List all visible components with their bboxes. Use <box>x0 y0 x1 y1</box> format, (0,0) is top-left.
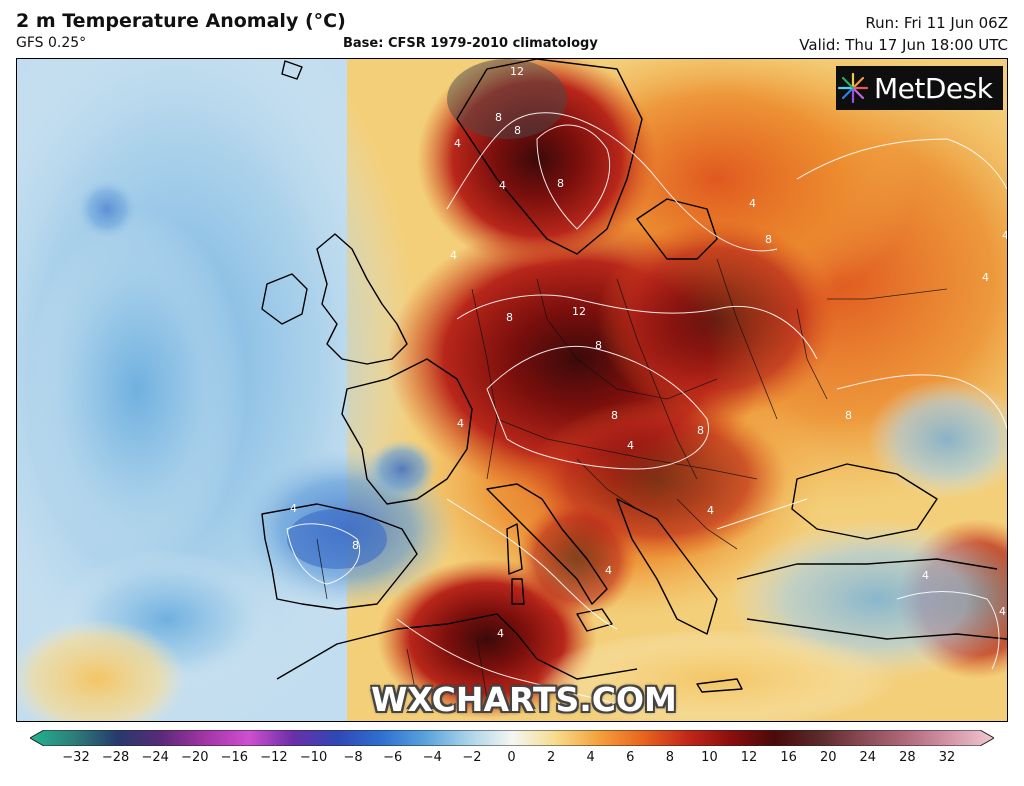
contour-label: 8 <box>475 701 482 714</box>
contour-label: 4 <box>290 502 297 515</box>
contour-label: 8 <box>611 409 618 422</box>
colorbar-tick-label: 32 <box>938 750 956 765</box>
contour-label: 8 <box>765 233 772 246</box>
colorbar-tick-label: 2 <box>546 750 556 765</box>
contour-label: 8 <box>352 539 359 552</box>
contour-label: 4 <box>627 439 634 452</box>
colorbar-ticks: −32 −28 −24 −20 −16 −12 −10 −8 −6 −4 −2 0 2 4 6 8 10 12 16… <box>0 750 1024 772</box>
wxcharts-watermark: WXCHARTS.COM <box>371 680 677 719</box>
colorbar-tick-label: −20 <box>181 750 209 765</box>
anomaly-map: 12884488128484448844844484844 <box>16 58 1008 722</box>
contour-label: 8 <box>595 339 602 352</box>
contour-label: 8 <box>697 424 704 437</box>
colorbar-tick-label: −32 <box>62 750 90 765</box>
contour-label: 4 <box>749 197 756 210</box>
contour-label: 8 <box>557 177 564 190</box>
colorbar-tick-label: −2 <box>462 750 482 765</box>
colorbar-tick-label: 16 <box>780 750 797 765</box>
colorbar-tick-label: −28 <box>101 750 130 765</box>
colorbar-tick-label: 8 <box>665 750 674 765</box>
chart-title: 2 m Temperature Anomaly (°C) <box>16 10 346 32</box>
contour-label: 12 <box>572 305 586 318</box>
colorbar-tick-label: −10 <box>299 750 328 765</box>
contour-label: 4 <box>922 569 929 582</box>
colorbar-tick-label: 4 <box>586 750 595 765</box>
contour-label: 8 <box>514 124 521 137</box>
colorbar-tick-label: −6 <box>383 750 403 765</box>
metdesk-starburst-icon <box>837 72 869 104</box>
contour-label: 4 <box>454 137 461 150</box>
contour-label: 4 <box>605 564 612 577</box>
colorbar-tick-label: −12 <box>260 750 288 765</box>
colorbar-tick-label: −16 <box>220 750 249 765</box>
contour-label: 4 <box>457 417 464 430</box>
model-label: GFS 0.25° <box>16 35 87 51</box>
colorbar-tick-label: 12 <box>740 750 758 765</box>
contour-label: 8 <box>845 409 852 422</box>
metdesk-logo: MetDesk <box>836 66 1003 110</box>
colorbar-tick-label: 24 <box>859 750 877 765</box>
contour-label: 4 <box>1002 229 1008 242</box>
contour-label: 12 <box>510 65 524 78</box>
contour-label: 4 <box>497 627 504 640</box>
valid-time-label: Valid: Thu 17 Jun 18:00 UTC <box>799 36 1008 54</box>
contour-label: 8 <box>506 311 513 324</box>
contour-label: 4 <box>499 179 506 192</box>
contour-label: 4 <box>982 271 989 284</box>
climatology-base-label: Base: CFSR 1979-2010 climatology <box>343 36 598 51</box>
colorbar-tick-label: −8 <box>343 750 363 765</box>
run-time-label: Run: Fri 11 Jun 06Z <box>865 14 1008 32</box>
contour-label: 4 <box>450 249 457 262</box>
colorbar-tick-label: 28 <box>899 750 916 765</box>
colorbar-tick-label: 6 <box>626 750 635 765</box>
colorbar-tick-label: 10 <box>701 750 718 765</box>
contour-label: 8 <box>495 111 502 124</box>
colorbar-tick-label: −4 <box>422 750 442 765</box>
contour-label: 4 <box>707 504 714 517</box>
colorbar-tick-label: 20 <box>819 750 837 765</box>
colorbar-tick-label: 0 <box>507 750 516 765</box>
colorbar-tick-label: −24 <box>141 750 169 765</box>
contour-label: 4 <box>999 605 1006 618</box>
colorbar <box>30 730 994 746</box>
metdesk-logo-text: MetDesk <box>874 71 993 105</box>
